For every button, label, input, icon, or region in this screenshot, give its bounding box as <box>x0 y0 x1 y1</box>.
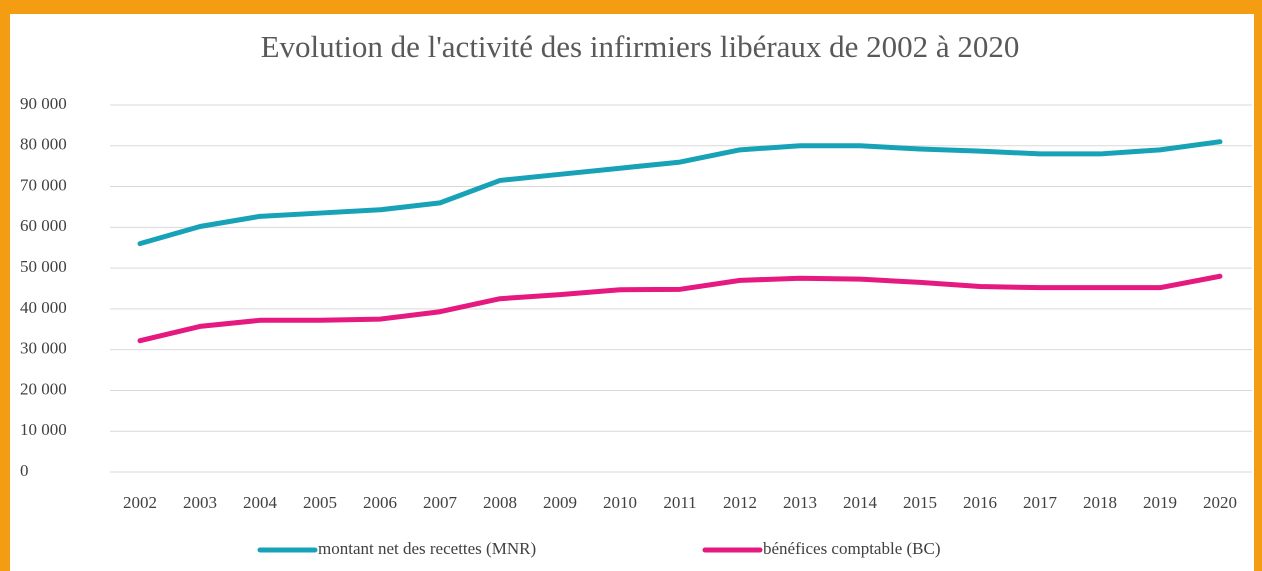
y-tick-label: 30 000 <box>20 339 67 358</box>
x-tick-label: 2008 <box>483 493 517 512</box>
x-tick-label: 2011 <box>663 493 696 512</box>
chart-title: Evolution de l'activité des infirmiers l… <box>261 29 1020 64</box>
x-tick-label: 2007 <box>423 493 458 512</box>
line <box>137 139 1223 247</box>
x-tick-label: 2013 <box>783 493 817 512</box>
x-tick-label: 2020 <box>1203 493 1237 512</box>
x-tick-label: 2015 <box>903 493 937 512</box>
y-tick-label: 50 000 <box>20 257 67 276</box>
y-tick-label: 0 <box>20 461 29 480</box>
x-tick-label: 2016 <box>963 493 997 512</box>
x-tick-label: 2003 <box>183 493 217 512</box>
legend-label: montant net des recettes (MNR) <box>318 539 536 558</box>
x-tick-label: 2004 <box>243 493 278 512</box>
x-tick-label: 2010 <box>603 493 637 512</box>
chart: Evolution de l'activité des infirmiers l… <box>10 14 1254 571</box>
line <box>137 273 1223 344</box>
x-tick-label: 2018 <box>1083 493 1117 512</box>
x-tick-label: 2009 <box>543 493 577 512</box>
y-tick-label: 70 000 <box>20 175 67 194</box>
x-tick-label: 2005 <box>303 493 337 512</box>
y-tick-label: 40 000 <box>20 298 67 317</box>
y-tick-label: 90 000 <box>20 94 67 113</box>
y-tick-label: 20 000 <box>20 379 67 398</box>
legend-label: bénéfices comptable (BC) <box>763 539 941 558</box>
x-tick-label: 2017 <box>1023 493 1058 512</box>
x-tick-label: 2002 <box>123 493 157 512</box>
x-tick-label: 2014 <box>843 493 878 512</box>
y-tick-label: 80 000 <box>20 135 67 154</box>
y-tick-label: 60 000 <box>20 216 67 235</box>
x-tick-label: 2012 <box>723 493 757 512</box>
y-tick-label: 10 000 <box>20 420 67 439</box>
x-tick-label: 2006 <box>363 493 397 512</box>
x-tick-label: 2019 <box>1143 493 1177 512</box>
